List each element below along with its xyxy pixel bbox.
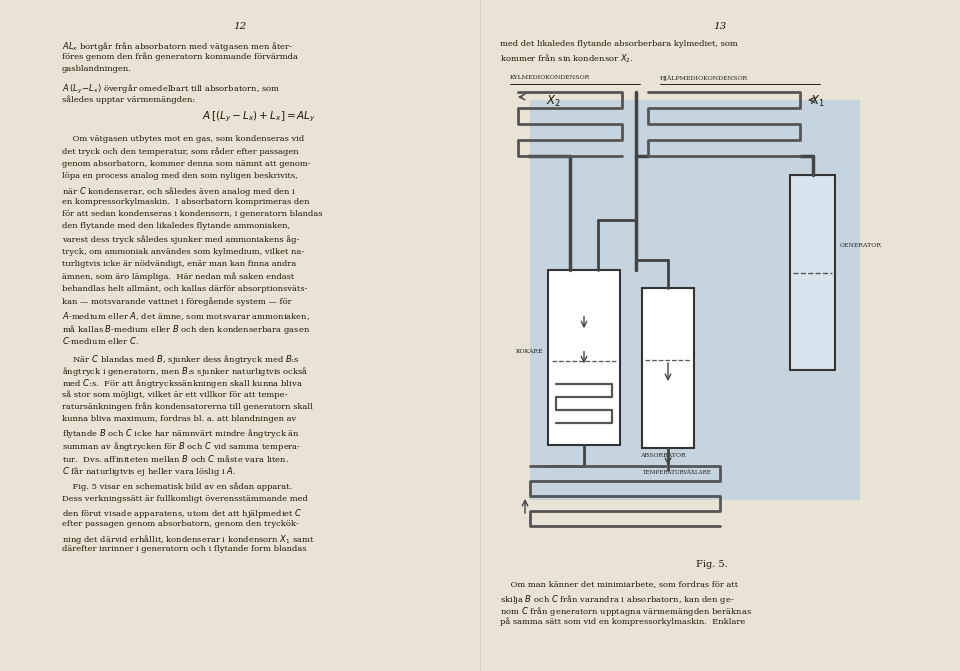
Text: $A$-medium eller $A$, det ämne, som motsvarar ammoniaken,: $A$-medium eller $A$, det ämne, som mots… [62,310,310,321]
Bar [548,270,620,445]
Text: HJÄLPMEDIOKONDENSOR: HJÄLPMEDIOKONDENSOR [660,75,748,81]
Text: ångtryck i generatorn, men $B$:s sjunker naturligtvis också: ångtryck i generatorn, men $B$:s sjunker… [62,365,309,378]
Text: ämnen, som äro lämpliga.  Här nedan må saken endast: ämnen, som äro lämpliga. Här nedan må sa… [62,272,295,281]
Text: $AL_x$ bortgår från absorbatorn med vätgasen men åter-: $AL_x$ bortgår från absorbatorn med vätg… [62,40,293,53]
Text: Om man känner det minimiarbete, som fordras för att: Om man känner det minimiarbete, som ford… [500,580,738,588]
Text: kunna bliva maximum, fordras bl. a. att blandningen av: kunna bliva maximum, fordras bl. a. att … [62,415,297,423]
Text: turligtvis icke är nödvändigt, enär man kan finna andra: turligtvis icke är nödvändigt, enär man … [62,260,297,268]
Text: på samma sätt som vid en kompressorkylmaskin.  Enklare: på samma sätt som vid en kompressorkylma… [500,617,745,626]
Text: $X_1$: $X_1$ [810,94,825,109]
Text: 13: 13 [713,22,727,31]
Text: när $C$ kondenserar, och således även analog med den i: när $C$ kondenserar, och således även an… [62,185,296,198]
Text: löpa en process analog med den som nyligen beskrivits,: löpa en process analog med den som nylig… [62,172,298,180]
Text: ning det därvid erhållit, kondenserar i kondensorn $X_1$ samt: ning det därvid erhållit, kondenserar i … [62,533,315,546]
Text: ABSORBATOR: ABSORBATOR [640,453,685,458]
Text: KYLMEDIOKONDENSOR: KYLMEDIOKONDENSOR [510,75,590,80]
Text: en kompressorkylmaskin.  I absorbatorn komprimeras den: en kompressorkylmaskin. I absorbatorn ko… [62,197,309,205]
Text: så stor som möjligt, vilket är ett villkor för att tempe-: så stor som möjligt, vilket är ett villk… [62,390,287,399]
Text: med $C$:s.  För att ångtryckssänkningen skall kunna bliva: med $C$:s. För att ångtryckssänkningen s… [62,378,302,391]
Text: kan — motsvarande vattnet i föregående system — för: kan — motsvarande vattnet i föregående s… [62,297,292,306]
Text: må kallas $B$-medium eller $B$ och den kondenserbara gasen: må kallas $B$-medium eller $B$ och den k… [62,323,310,336]
Text: Fig. 5.: Fig. 5. [696,560,728,569]
Text: Fig. 5 visar en schematisk bild av en sådan apparat.: Fig. 5 visar en schematisk bild av en så… [62,482,292,491]
Text: GENERATOR: GENERATOR [840,244,882,248]
Bar [790,175,835,370]
Text: 12: 12 [233,22,247,31]
Text: kommer från sin kondensor $X_2$.: kommer från sin kondensor $X_2$. [500,52,634,65]
Text: för att sedan kondenseras i kondensorn, i generatorn blandas: för att sedan kondenseras i kondensorn, … [62,210,323,218]
Text: därefter inrinner i generatorn och i flytande form blandas: därefter inrinner i generatorn och i fly… [62,545,306,553]
Text: gasblandningen.: gasblandningen. [62,65,132,73]
Text: med det likaledes flytande absorberbara kylmediet, som: med det likaledes flytande absorberbara … [500,40,737,48]
Text: efter passagen genom absorbatorn, genom den tryckök-: efter passagen genom absorbatorn, genom … [62,520,299,528]
Text: behandlas helt allmänt, och kallas därför absorptionsväts-: behandlas helt allmänt, och kallas därfö… [62,285,307,293]
Text: När $C$ blandas med $B$, sjunker dess ångtryck med $B$:s: När $C$ blandas med $B$, sjunker dess ån… [62,352,300,366]
Text: $C$ får naturligtvis ej heller vara löslig i $A$.: $C$ får naturligtvis ej heller vara lösl… [62,465,236,478]
Text: TEMPERATURVÄXLARE: TEMPERATURVÄXLARE [642,470,710,475]
Text: det tryck och den temperatur, som råder efter passagen: det tryck och den temperatur, som råder … [62,148,299,156]
Text: KOKARE: KOKARE [516,349,543,354]
Text: genom absorbatorn, kommer denna som nämnt att genom-: genom absorbatorn, kommer denna som nämn… [62,160,311,168]
Text: Dess verkningssätt är fullkomligt överensstämmande med: Dess verkningssätt är fullkomligt överen… [62,495,308,503]
Text: den flytande med den likaledes flytande ammoniaken,: den flytande med den likaledes flytande … [62,223,290,231]
Text: nom $C$ från generatorn upptagna värmemängden beräknas: nom $C$ från generatorn upptagna värmemä… [500,605,752,618]
Text: tur.  Dvs. affiniteten mellan $B$ och $C$ måste vara liten.: tur. Dvs. affiniteten mellan $B$ och $C$… [62,452,289,464]
Bar [642,288,694,448]
Text: summan av ångtrycken för $B$ och $C$ vid samma tempera-: summan av ångtrycken för $B$ och $C$ vid… [62,440,301,453]
Text: flytande $B$ och $C$ icke har nämnvärt mindre ångtryck än: flytande $B$ och $C$ icke har nämnvärt m… [62,427,300,440]
Text: den förut visade apparatens, utom det att hjälpmediet $C$: den förut visade apparatens, utom det at… [62,507,302,521]
Text: tryck, om ammoniak användes som kylmedium, vilket na-: tryck, om ammoniak användes som kylmediu… [62,248,304,256]
Text: varest dess tryck således sjunker med ammoniakens åg-: varest dess tryck således sjunker med am… [62,235,300,244]
Text: $C$-medium eller $C$.: $C$-medium eller $C$. [62,335,139,346]
Text: $A\,(L_y\!-\!L_x)$ övergår omedelbart till absorbatorn, som: $A\,(L_y\!-\!L_x)$ övergår omedelbart ti… [62,83,280,95]
Text: Om vätgasen utbytes mot en gas, som kondenseras vid: Om vätgasen utbytes mot en gas, som kond… [62,135,304,143]
Bar [530,100,860,500]
Text: således upptar värmemängden:: således upptar värmemängden: [62,95,195,104]
Text: $A\,[(L_y - L_x) + L_x] = AL_y$: $A\,[(L_y - L_x) + L_x] = AL_y$ [203,110,317,124]
Text: föres genom den från generatorn kommande förvärmda: föres genom den från generatorn kommande… [62,52,298,61]
Text: skilja $B$ och $C$ från varandra i absorbatorn, kan den ge-: skilja $B$ och $C$ från varandra i absor… [500,592,734,605]
Text: $X_2$: $X_2$ [546,94,561,109]
Text: ratursänkningen från kondensatorerna till generatorn skall: ratursänkningen från kondensatorerna til… [62,403,313,411]
